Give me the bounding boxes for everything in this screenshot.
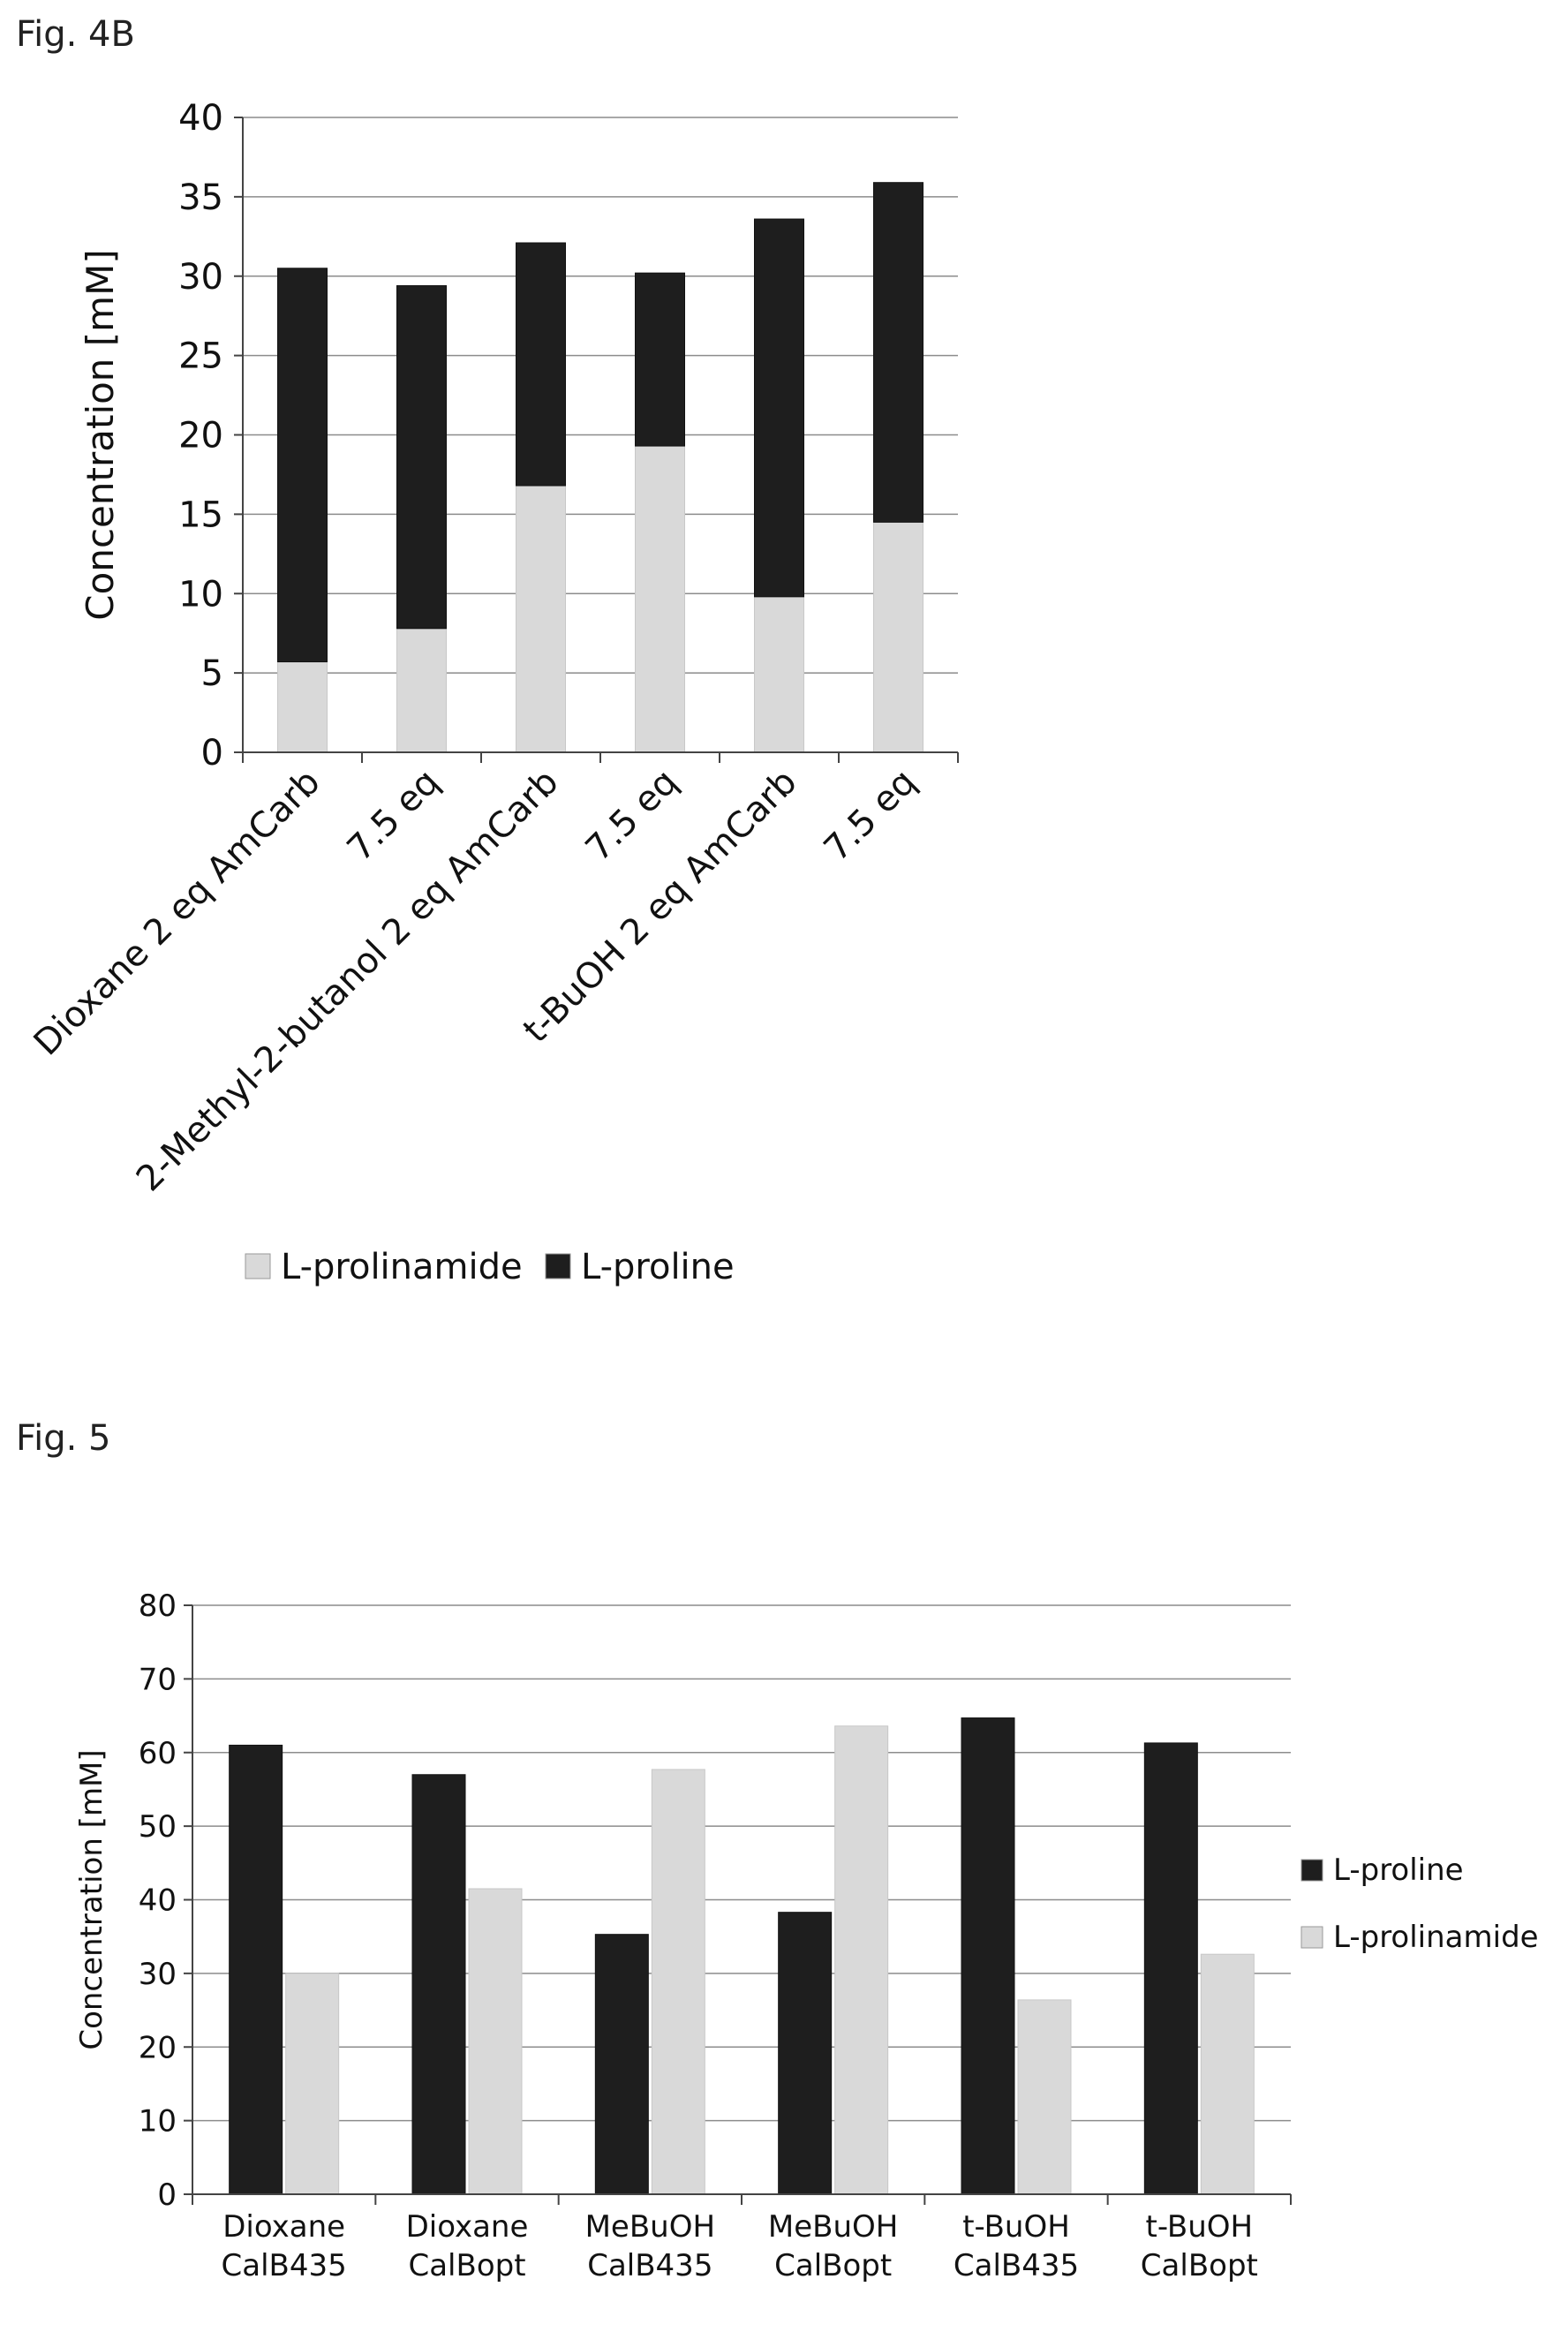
y-tick-label: 40 bbox=[139, 1883, 177, 1919]
y-tick-label: 5 bbox=[201, 653, 223, 694]
bar-segment bbox=[516, 485, 566, 753]
bar bbox=[961, 1717, 1015, 2195]
chart-fig-5: 0 10 20 30 40 50 60 70 80 Dioxane CalB435 Dioxane Ca… bbox=[74, 1589, 1539, 2283]
bar-segment bbox=[277, 268, 328, 663]
figure-5-label: Fig. 5 bbox=[16, 1418, 110, 1459]
bar bbox=[834, 1725, 889, 2195]
y-tick-label: 30 bbox=[178, 257, 223, 298]
x-tick-label: 7.5 eq bbox=[578, 762, 686, 870]
bar bbox=[229, 1744, 283, 2195]
bar bbox=[778, 1912, 833, 2195]
x-tick-label: Dioxane CalB435 bbox=[222, 2209, 347, 2283]
y-tick-label: 30 bbox=[139, 1957, 177, 1992]
y-tick-label: 80 bbox=[139, 1589, 177, 1624]
bar bbox=[285, 1973, 340, 2195]
y-tick-label: 40 bbox=[178, 98, 223, 139]
y-tick-label: 25 bbox=[178, 336, 223, 377]
bar bbox=[594, 1934, 649, 2195]
bar-segment bbox=[516, 242, 566, 487]
y-tick-label: 0 bbox=[157, 2177, 177, 2213]
y-tick-label: 20 bbox=[178, 416, 223, 457]
y-axis-title: Concentration [mM] bbox=[74, 1749, 109, 2049]
y-tick-label: 10 bbox=[178, 574, 223, 615]
y-tick-label: 50 bbox=[139, 1809, 177, 1845]
figure-4b-label: Fig. 4B bbox=[16, 14, 135, 55]
bar bbox=[468, 1888, 523, 2195]
x-tick-label: t-BuOH CalB435 bbox=[954, 2209, 1079, 2283]
x-tick-label: t-BuOH CalBopt bbox=[1141, 2209, 1258, 2283]
bar-segment bbox=[873, 521, 923, 753]
y-axis-title: Concentration [mM] bbox=[79, 249, 122, 620]
legend-swatch bbox=[245, 1253, 271, 1279]
legend-swatch bbox=[1300, 1859, 1323, 1882]
legend-swatch bbox=[545, 1253, 571, 1279]
x-tick-label: 2-Methyl-2-butanol 2 eq AmCarb bbox=[129, 762, 567, 1200]
bar-segment bbox=[635, 445, 685, 753]
bar bbox=[411, 1774, 466, 2195]
legend-label: L-prolinamide bbox=[281, 1247, 523, 1287]
bar bbox=[1017, 1999, 1072, 2195]
y-tick-label: 35 bbox=[178, 177, 223, 218]
bar-segment bbox=[277, 661, 328, 753]
x-tick-label: MeBuOH CalB435 bbox=[585, 2209, 715, 2283]
x-tick-label: Dioxane CalBopt bbox=[406, 2209, 529, 2283]
y-tick-label: 20 bbox=[139, 2030, 177, 2065]
legend-label: L-proline bbox=[1333, 1853, 1464, 1888]
bar-segment bbox=[754, 218, 804, 598]
bar bbox=[651, 1769, 705, 2195]
legend-label: L-prolinamide bbox=[1333, 1920, 1539, 1955]
y-tick-label: 70 bbox=[139, 1662, 177, 1697]
bar bbox=[1200, 1953, 1255, 2195]
y-tick-label: 15 bbox=[178, 494, 223, 535]
bar-segment bbox=[396, 285, 447, 630]
bar-segment bbox=[396, 628, 447, 753]
x-tick-label: MeBuOH CalBopt bbox=[768, 2209, 898, 2283]
y-tick-label: 60 bbox=[139, 1736, 177, 1771]
y-tick-label: 0 bbox=[201, 733, 223, 774]
bar bbox=[1143, 1742, 1198, 2195]
legend-label: L-proline bbox=[581, 1247, 735, 1287]
legend-swatch bbox=[1300, 1926, 1323, 1949]
bar-segment bbox=[635, 272, 685, 447]
bar-segment bbox=[873, 182, 923, 523]
x-tick-label: 7.5 eq bbox=[817, 762, 924, 870]
x-tick-label: 7.5 eq bbox=[340, 762, 448, 870]
bar-segment bbox=[754, 596, 804, 753]
y-tick-label: 10 bbox=[139, 2104, 177, 2140]
